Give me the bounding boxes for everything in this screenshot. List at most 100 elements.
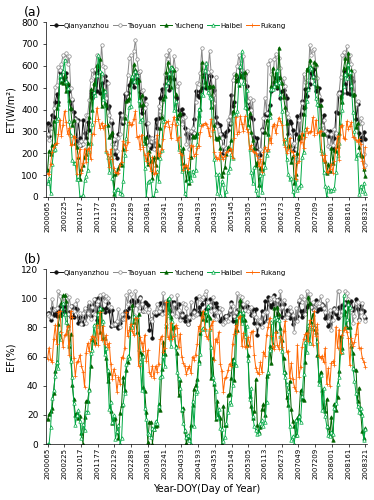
Yucheng [314,328,318,334]
Fukang [341,136,346,141]
Haibei [133,317,138,323]
Taoyuan [45,130,50,136]
Line: Taoyuan: Taoyuan [46,38,367,167]
Yucheng [314,62,318,68]
Qianyanzhou [45,120,50,126]
Yucheng [277,44,281,51]
Qianyanzhou [247,105,252,111]
Fukang [133,316,138,322]
Fukang [314,117,318,123]
Line: Fukang: Fukang [46,300,367,394]
Taoyuan [247,95,252,101]
Taoyuan [288,304,292,310]
Fukang [363,144,368,150]
Fukang [309,128,313,134]
Line: Fukang: Fukang [46,106,367,181]
Haibei [363,190,368,196]
Fukang [249,329,254,335]
Haibei [249,169,254,175]
Qianyanzhou [363,314,368,320]
Yucheng [45,416,50,422]
Qianyanzhou [115,155,119,161]
Fukang [95,105,99,111]
Haibei [363,426,368,432]
Fukang [45,170,50,176]
Yucheng [45,167,50,173]
Haibei [286,388,291,394]
Fukang [289,360,294,366]
Fukang [341,327,346,333]
Qianyanzhou [307,81,312,87]
Haibei [310,322,315,328]
Line: Haibei: Haibei [46,50,367,199]
Yucheng [289,159,294,165]
Haibei [246,357,250,363]
Fukang [221,389,226,395]
Haibei [314,96,318,102]
Qianyanzhou [341,302,346,308]
Qianyanzhou [289,309,294,315]
Line: Yucheng: Yucheng [46,46,367,195]
Line: Yucheng: Yucheng [46,294,367,446]
Haibei [45,180,50,186]
X-axis label: Year-DOY(Day of Year): Year-DOY(Day of Year) [153,484,260,494]
Fukang [363,364,368,370]
Text: (b): (b) [24,252,41,266]
Taoyuan [135,56,139,62]
Qianyanzhou [247,304,252,310]
Qianyanzhou [133,299,138,305]
Taoyuan [341,300,346,306]
Yucheng [309,318,313,324]
Taoyuan [133,36,138,43]
Taoyuan [363,318,368,324]
Haibei [78,194,82,200]
Y-axis label: ET(W/m²): ET(W/m²) [6,86,16,132]
Haibei [341,82,346,88]
Qianyanzhou [45,310,50,316]
Taoyuan [312,46,317,52]
Qianyanzhou [135,76,139,82]
Yucheng [363,173,368,179]
Taoyuan [292,329,297,335]
Yucheng [247,110,252,116]
Yucheng [289,406,294,412]
Yucheng [61,292,65,298]
Taoyuan [363,162,368,168]
Fukang [309,323,313,329]
Yucheng [341,312,346,318]
Yucheng [81,441,85,447]
Fukang [45,356,50,362]
Taoyuan [135,302,139,308]
Haibei [240,48,244,54]
Yucheng [249,403,254,409]
Haibei [306,322,310,328]
Taoyuan [45,310,50,316]
Taoyuan [340,52,344,58]
Taoyuan [309,304,313,310]
Haibei [309,64,313,70]
Yucheng [135,79,139,85]
Qianyanzhou [150,334,155,340]
Qianyanzhou [346,54,350,60]
Yucheng [136,310,141,316]
Taoyuan [247,304,252,310]
Fukang [247,146,252,152]
Haibei [338,349,343,355]
Fukang [288,136,292,141]
Fukang [164,298,169,304]
Taoyuan [307,42,312,48]
Haibei [135,72,139,78]
Fukang [294,176,298,182]
Y-axis label: EF(%): EF(%) [6,342,16,371]
Taoyuan [314,301,318,307]
Line: Haibei: Haibei [46,294,367,446]
Qianyanzhou [340,90,344,96]
Qianyanzhou [312,66,317,72]
Qianyanzhou [272,292,276,298]
Fukang [314,333,318,339]
Qianyanzhou [314,298,318,304]
Fukang [135,134,139,140]
Line: Taoyuan: Taoyuan [46,290,367,334]
Legend: Qianyanzhou, Taoyuan, Yucheng, Haibei, Fukang: Qianyanzhou, Taoyuan, Yucheng, Haibei, F… [49,22,286,30]
Line: Qianyanzhou: Qianyanzhou [46,55,367,160]
